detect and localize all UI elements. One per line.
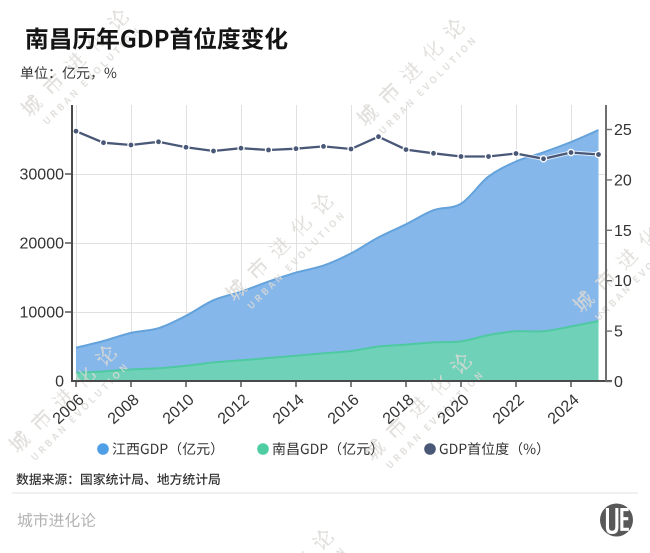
svg-text:0: 0 [55,374,64,391]
svg-text:0: 0 [614,374,623,391]
svg-text:30000: 30000 [20,167,65,184]
svg-text:10000: 10000 [20,305,65,322]
svg-text:10: 10 [614,273,632,290]
svg-text:5: 5 [614,324,623,341]
svg-text:20: 20 [614,172,632,189]
svg-text:15: 15 [614,223,632,240]
svg-text:20000: 20000 [20,236,65,253]
svg-text:25: 25 [614,122,632,139]
